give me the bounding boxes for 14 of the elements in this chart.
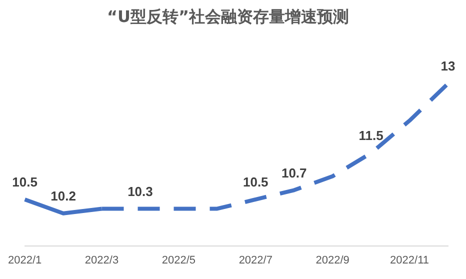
x-tick-label: 2022/11	[390, 254, 430, 266]
data-label: 10.3	[128, 184, 153, 199]
x-tick-label: 2022/7	[238, 254, 272, 266]
data-label: 11.5	[358, 128, 384, 144]
x-tick-label: 2022/1	[8, 254, 42, 266]
x-tick-label: 2022/3	[84, 254, 119, 266]
data-label: 13	[440, 58, 456, 74]
data-label: 10.2	[50, 188, 76, 204]
x-tick-label: 2022/9	[316, 254, 350, 266]
data-label: 10.7	[281, 165, 307, 180]
data-label: 10.5	[242, 174, 268, 190]
x-tick-label: 2022/5	[162, 254, 196, 266]
data-label: 10.5	[12, 174, 38, 190]
chart-title: “U型反转”社会融资存量增速预测	[106, 6, 350, 26]
